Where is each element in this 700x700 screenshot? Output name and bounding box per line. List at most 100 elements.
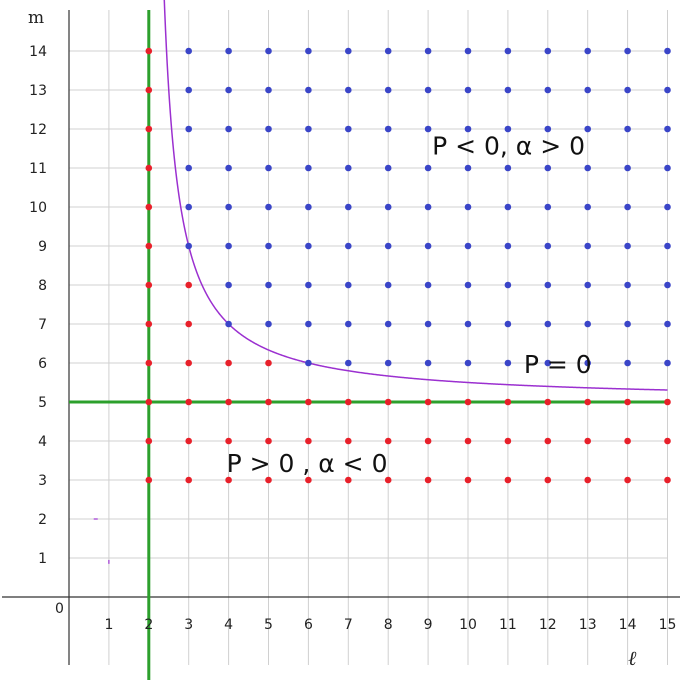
blue-point — [265, 242, 272, 250]
blue-point — [544, 320, 552, 328]
x-tick-label: 3 — [184, 617, 193, 633]
blue-point — [305, 86, 312, 94]
blue-point — [664, 125, 671, 133]
red-point — [145, 242, 153, 250]
blue-point — [225, 281, 232, 289]
blue-point — [504, 203, 512, 211]
blue-point — [345, 242, 352, 250]
y-tick-label: 8 — [38, 278, 47, 294]
red-point — [305, 476, 312, 484]
x-tick-label: 13 — [579, 617, 597, 633]
region-annotation: P < 0, α > 0 — [432, 131, 585, 160]
blue-point — [424, 242, 432, 250]
blue-point — [464, 359, 472, 367]
blue-point — [464, 164, 472, 172]
x-tick-label: 6 — [304, 617, 313, 633]
blue-point — [544, 164, 552, 172]
red-point — [384, 398, 392, 406]
origin-label: 0 — [55, 601, 64, 617]
y-tick-label: 7 — [38, 317, 47, 333]
red-point — [664, 476, 671, 484]
red-point — [225, 437, 232, 445]
blue-point — [185, 47, 192, 55]
region-annotation: P = 0 — [524, 350, 592, 379]
blue-point — [544, 47, 552, 55]
red-point — [464, 476, 472, 484]
blue-point — [265, 47, 272, 55]
red-point — [265, 398, 272, 406]
blue-point — [305, 359, 312, 367]
x-tick-label: 5 — [264, 617, 273, 633]
y-tick-label: 13 — [29, 83, 47, 99]
blue-point — [464, 203, 472, 211]
x-tick-label: 9 — [424, 617, 433, 633]
red-point — [584, 437, 591, 445]
blue-point — [384, 359, 392, 367]
blue-point — [464, 242, 472, 250]
red-point — [424, 398, 432, 406]
blue-point — [424, 125, 432, 133]
blue-point — [424, 164, 432, 172]
blue-point — [624, 47, 631, 55]
blue-point — [544, 86, 552, 94]
blue-point — [345, 320, 352, 328]
blue-point — [265, 125, 272, 133]
y-tick-label: 3 — [38, 473, 47, 489]
blue-point — [544, 125, 552, 133]
x-tick-label: 14 — [619, 617, 637, 633]
x-tick-label: 7 — [344, 617, 353, 633]
blue-point — [504, 47, 512, 55]
blue-point — [584, 164, 591, 172]
grid-lines — [69, 10, 668, 665]
blue-point — [185, 164, 192, 172]
blue-point — [664, 242, 671, 250]
red-point — [145, 320, 153, 328]
data-points — [145, 47, 671, 484]
chart-annotations: m ℓ P < 0, α > 0 P = 0 P > 0 , α < 0 — [28, 8, 637, 670]
blue-point — [265, 320, 272, 328]
blue-point — [504, 320, 512, 328]
red-point — [145, 47, 153, 55]
red-point — [145, 164, 153, 172]
y-tick-label: 6 — [38, 356, 47, 372]
blue-point — [544, 242, 552, 250]
x-tick-label: 12 — [539, 617, 557, 633]
curve-layer — [93, 0, 668, 564]
blue-point — [424, 281, 432, 289]
blue-point — [584, 281, 591, 289]
blue-point — [664, 47, 671, 55]
blue-point — [624, 320, 631, 328]
blue-point — [384, 125, 392, 133]
red-point — [305, 437, 312, 445]
blue-point — [265, 164, 272, 172]
blue-point — [584, 320, 591, 328]
axes — [2, 10, 680, 665]
blue-point — [464, 47, 472, 55]
red-point — [464, 437, 472, 445]
p-zero-curve — [163, 0, 668, 391]
blue-point — [624, 164, 631, 172]
blue-point — [305, 281, 312, 289]
y-tick-label: 10 — [29, 200, 47, 216]
blue-point — [664, 86, 671, 94]
blue-point — [384, 281, 392, 289]
x-tick-label: 1 — [104, 617, 113, 633]
blue-point — [345, 281, 352, 289]
y-tick-label: 5 — [38, 395, 47, 411]
x-tick-label: 8 — [384, 617, 393, 633]
blue-point — [384, 203, 392, 211]
red-point — [345, 398, 352, 406]
blue-point — [384, 320, 392, 328]
blue-point — [624, 125, 631, 133]
blue-point — [265, 86, 272, 94]
x-tick-label: 4 — [224, 617, 233, 633]
blue-point — [624, 242, 631, 250]
blue-point — [384, 164, 392, 172]
y-axis-label: m — [28, 8, 44, 28]
y-tick-label: 11 — [29, 161, 47, 177]
red-point — [185, 281, 192, 289]
boundary-lines — [69, 10, 668, 680]
blue-point — [584, 47, 591, 55]
blue-point — [544, 281, 552, 289]
